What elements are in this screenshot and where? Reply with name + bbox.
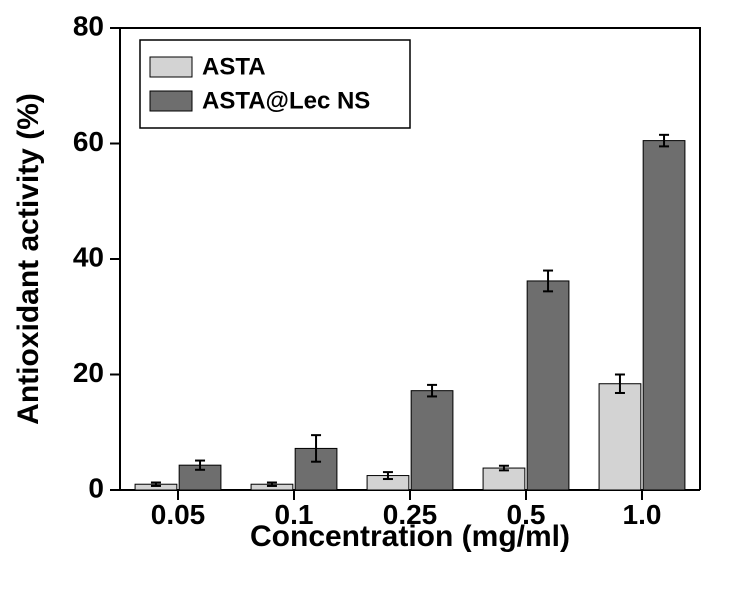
bar-asta xyxy=(599,384,641,490)
x-axis-title: Concentration (mg/ml) xyxy=(250,520,570,553)
y-tick-label: 20 xyxy=(73,357,104,388)
legend-box xyxy=(140,40,410,128)
bar-asta@lec-ns xyxy=(643,141,685,490)
y-tick-label: 0 xyxy=(88,472,104,503)
y-tick-label: 80 xyxy=(73,10,104,41)
legend-label: ASTA@Lec NS xyxy=(202,87,370,114)
bar-asta@lec-ns xyxy=(527,281,569,490)
y-axis-title: Antioxidant activity (%) xyxy=(12,93,45,425)
x-tick-label: 1.0 xyxy=(623,499,662,530)
antioxidant-activity-chart: 0204060800.050.10.250.51.0Concentration … xyxy=(0,0,735,589)
legend-swatch xyxy=(150,91,192,111)
y-tick-label: 40 xyxy=(73,241,104,272)
x-tick-label: 0.05 xyxy=(151,499,206,530)
chart-svg: 0204060800.050.10.250.51.0Concentration … xyxy=(0,0,735,589)
bar-asta@lec-ns xyxy=(411,391,453,490)
legend-swatch xyxy=(150,57,192,77)
legend-label: ASTA xyxy=(202,53,266,80)
y-tick-label: 60 xyxy=(73,126,104,157)
